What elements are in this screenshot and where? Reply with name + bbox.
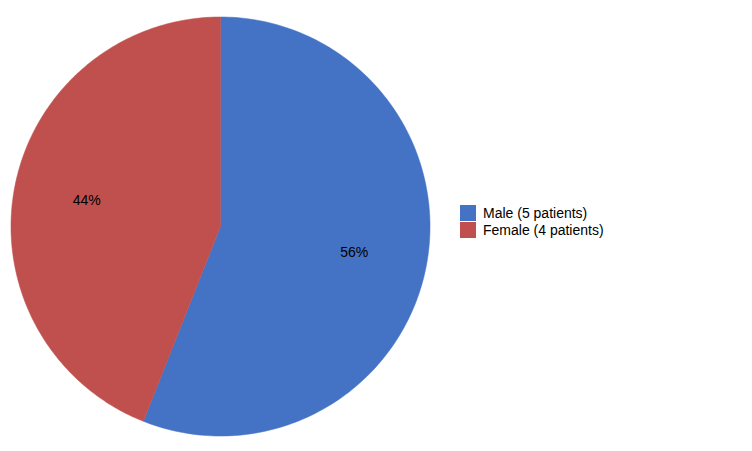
html-text:Female (4 patients): Female (4 patients) xyxy=(483,222,604,238)
svg-text:44%: 44% xyxy=(73,192,101,208)
html-text:Male (5 patients): Male (5 patients) xyxy=(483,205,588,221)
svg-text:56%: 56% xyxy=(340,243,368,259)
